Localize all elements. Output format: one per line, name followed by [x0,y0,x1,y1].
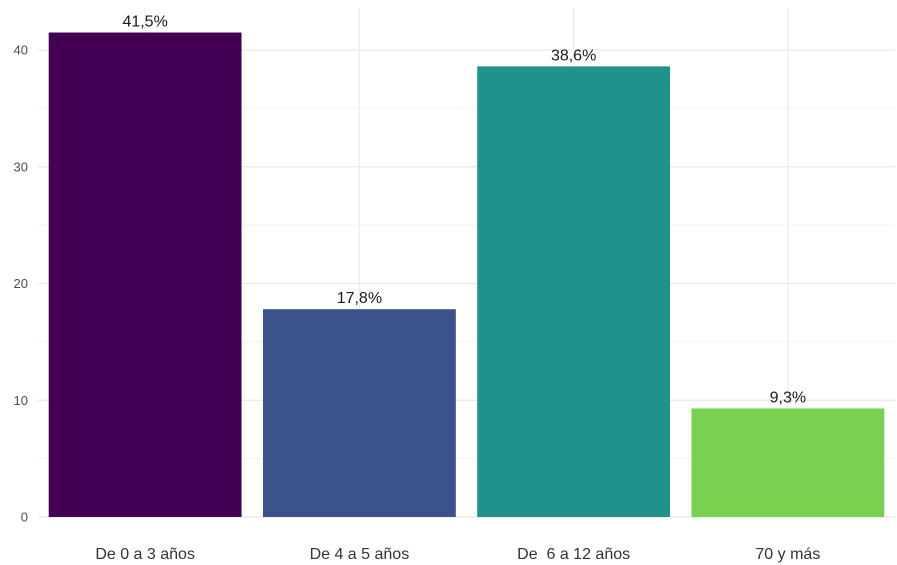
y-tick-label: 10 [14,393,28,408]
data-label: 9,3% [770,389,806,406]
data-label: 38,6% [551,47,596,64]
x-tick-label: De 0 a 3 años [95,546,195,563]
y-tick-label: 30 [14,159,28,174]
bars [48,32,885,518]
data-labels: 41,5% 17,8% 38,6% 9,3% [122,14,806,407]
data-label: 41,5% [122,14,167,31]
y-tick-label: 40 [14,43,28,58]
data-label: 17,8% [337,290,382,307]
x-axis-labels: De 0 a 3 años De 4 a 5 años De 6 a 12 años… [95,546,820,563]
bar [691,408,885,517]
bar [262,309,456,517]
y-tick-label: 20 [14,276,28,291]
y-axis-ticks: 0 10 20 30 40 [14,43,28,525]
x-tick-label: De 4 a 5 años [310,546,410,563]
x-tick-label: De 6 a 12 años [517,546,630,563]
x-tick-label: 70 y más [755,546,820,563]
y-tick-label: 0 [21,510,28,525]
bar [48,32,242,518]
bar [477,66,671,518]
